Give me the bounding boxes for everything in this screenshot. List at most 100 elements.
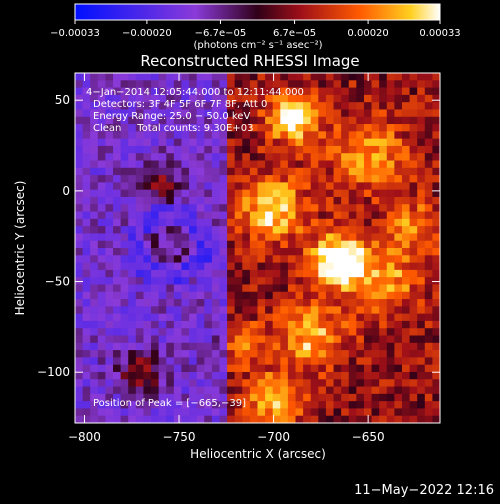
heatmap-cell [82, 145, 91, 154]
heatmap-cell [287, 408, 297, 417]
heatmap-cell [196, 364, 205, 373]
heatmap-cell [219, 401, 228, 409]
heatmap-cell [333, 131, 342, 140]
heatmap-cell [82, 313, 91, 322]
heatmap-cell [151, 196, 160, 205]
heatmap-cell [287, 109, 297, 118]
heatmap-cell [371, 116, 380, 125]
heatmap-cell [166, 313, 175, 322]
heatmap-cell [189, 401, 198, 409]
heatmap-cell [97, 248, 106, 256]
heatmap-cell [310, 73, 319, 81]
heatmap-cell [386, 204, 395, 213]
heatmap-cell [348, 277, 357, 285]
heatmap-cell [318, 153, 327, 161]
heatmap-cell [143, 371, 152, 380]
heatmap-cell [204, 226, 213, 234]
heatmap-cell [394, 73, 403, 81]
heatmap-cell [401, 116, 411, 125]
heatmap-cell [234, 284, 243, 293]
heatmap-cell [417, 116, 426, 125]
heatmap-cell [341, 262, 350, 271]
heatmap-cell [242, 371, 251, 380]
heatmap-cell [151, 94, 160, 103]
heatmap-cell [82, 233, 91, 242]
heatmap-cell [318, 357, 327, 366]
heatmap-cell [242, 233, 251, 242]
heatmap-cell [82, 87, 91, 96]
heatmap-cell [325, 386, 335, 395]
heatmap-cell [173, 269, 182, 278]
heatmap-cell [303, 189, 312, 198]
heatmap-cell [158, 138, 167, 147]
heatmap-cell [135, 306, 144, 315]
heatmap-cell [242, 80, 251, 89]
heatmap-cell [280, 393, 289, 402]
heatmap-cell [128, 94, 137, 103]
heatmap-cell [432, 262, 441, 271]
heatmap-cell [287, 124, 297, 132]
heatmap-cell [82, 189, 91, 198]
heatmap-cell [265, 350, 274, 358]
heatmap-cell [409, 386, 418, 395]
heatmap-cell [113, 379, 122, 388]
heatmap-cell [181, 167, 190, 176]
heatmap-cell [189, 124, 198, 132]
heatmap-cell [158, 371, 167, 380]
heatmap-cell [341, 189, 350, 198]
heatmap-cell [143, 335, 152, 344]
heatmap-cell [97, 240, 106, 249]
heatmap-cell [227, 80, 236, 89]
heatmap-cell [265, 233, 274, 242]
heatmap-cell [341, 386, 350, 395]
heatmap-cell [401, 211, 411, 220]
heatmap-cell [158, 415, 167, 424]
heatmap-cell [97, 320, 106, 329]
heatmap-cell [249, 153, 258, 161]
heatmap-cell [310, 131, 319, 140]
colorbar-label: (photons cm⁻² s⁻¹ asec⁻²) [193, 40, 322, 51]
heatmap-cell [432, 255, 441, 264]
heatmap-cell [97, 291, 106, 300]
heatmap-cell [196, 313, 205, 322]
heatmap-cell [417, 269, 426, 278]
heatmap-cell [196, 328, 205, 336]
heatmap-cell [158, 87, 167, 96]
heatmap-cell [318, 160, 327, 169]
heatmap-cell [265, 371, 274, 380]
heatmap-cell [272, 415, 281, 424]
heatmap-cell [204, 233, 213, 242]
heatmap-cell [135, 196, 144, 205]
heatmap-cell [204, 94, 213, 103]
heatmap-cell [325, 269, 335, 278]
heatmap-cell [113, 145, 122, 154]
heatmap-cell [128, 262, 137, 271]
heatmap-cell [234, 80, 243, 89]
heatmap-cell [196, 226, 205, 234]
heatmap-cell [204, 342, 213, 351]
heatmap-cell [128, 167, 137, 176]
heatmap-cell [424, 204, 433, 213]
heatmap-cell [204, 364, 213, 373]
heatmap-cell [151, 335, 160, 344]
heatmap-cell [401, 269, 411, 278]
heatmap-cell [272, 277, 281, 285]
heatmap-cell [158, 211, 167, 220]
heatmap-cell [113, 87, 122, 96]
heatmap-cell [356, 240, 365, 249]
heatmap-cell [166, 371, 175, 380]
heatmap-cell [227, 124, 236, 132]
heatmap-cell [120, 240, 129, 249]
heatmap-cell [287, 379, 297, 388]
heatmap-cell [287, 218, 297, 227]
heatmap-cell [181, 393, 190, 402]
heatmap-cell [113, 291, 122, 300]
heatmap-cell [417, 342, 426, 351]
heatmap-cell [189, 415, 198, 424]
heatmap-cell [158, 299, 167, 307]
heatmap-cell [394, 131, 403, 140]
heatmap-cell [325, 284, 335, 293]
heatmap-cell [158, 116, 167, 125]
heatmap-cell [280, 248, 289, 256]
heatmap-cell [257, 116, 266, 125]
